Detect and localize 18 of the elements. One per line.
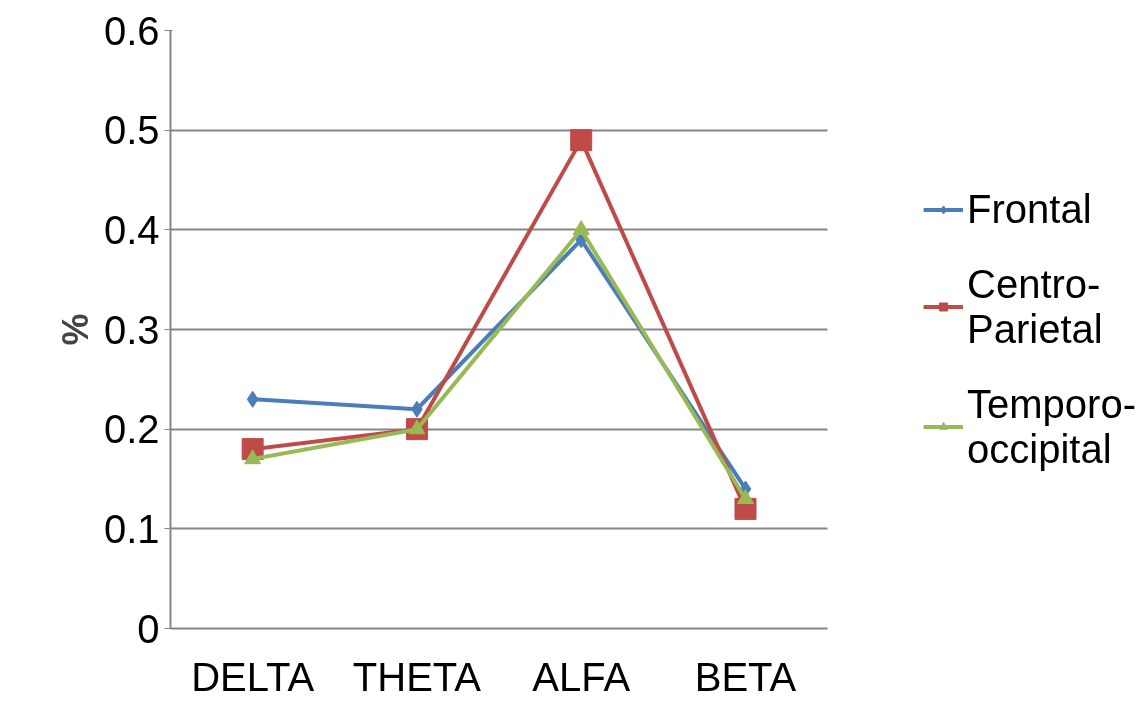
point [737, 489, 754, 505]
legend-label: Frontal [967, 186, 1092, 232]
x-tick-label: ALFA [532, 654, 631, 699]
y-tick-label: 0.2 [103, 407, 160, 452]
y-tick-label: 0.4 [103, 207, 160, 252]
y-axis-title: % [54, 313, 96, 346]
y-tick-label: 0 [137, 606, 160, 651]
y-tick-label: 0.5 [103, 108, 160, 153]
x-tick-label: BETA [694, 654, 797, 699]
legend-label: Temporo-occipital [967, 381, 1136, 472]
legend-label: Centro-Parietal [967, 261, 1103, 352]
y-tick-label: 0.6 [103, 8, 160, 53]
point [246, 390, 259, 408]
point [570, 129, 593, 152]
x-tick-label: THETA [352, 654, 482, 699]
y-tick-label: 0.3 [103, 307, 160, 352]
y-tick-label: 0.1 [103, 506, 160, 551]
x-tick-label: DELTA [191, 654, 315, 699]
